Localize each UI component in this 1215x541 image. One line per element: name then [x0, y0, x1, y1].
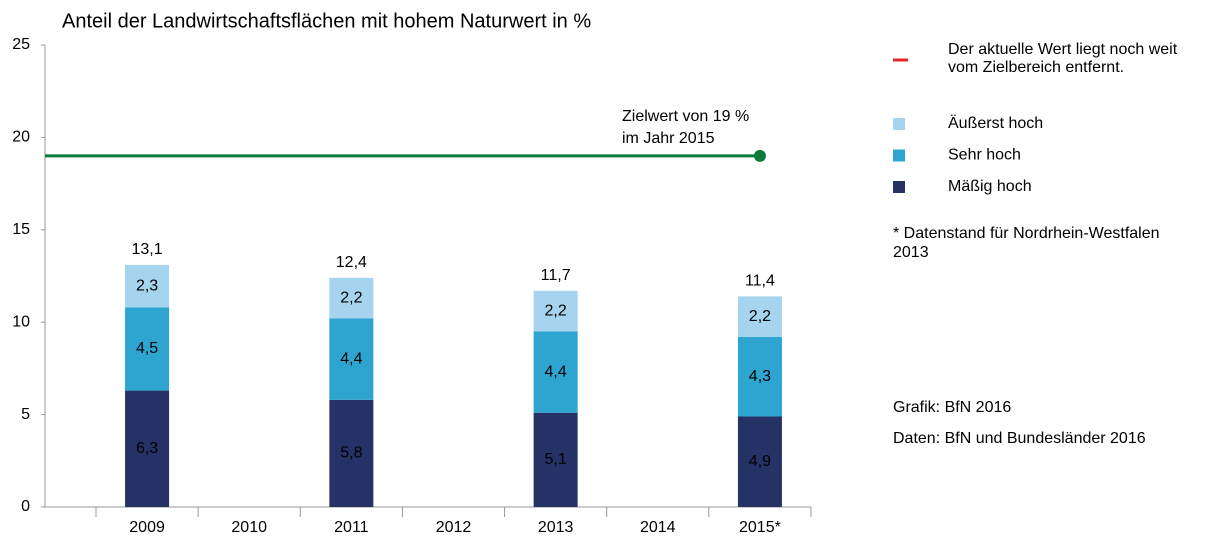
- value-label: 4,4: [545, 363, 567, 380]
- status-text: Der aktuelle Wert liegt noch weit: [948, 41, 1178, 58]
- bar-segment: [533, 331, 578, 413]
- footnote: 2013: [893, 244, 929, 261]
- y-tick-label: 20: [12, 129, 30, 146]
- bar-segment: [737, 416, 782, 507]
- bar-segment: [329, 399, 374, 507]
- legend-label: Äußerst hoch: [948, 114, 1043, 132]
- bar-segment: [533, 290, 578, 332]
- value-label: 5,8: [340, 445, 362, 462]
- legend-label: Mäßig hoch: [948, 178, 1032, 195]
- legend-swatch: [893, 118, 905, 130]
- value-label: 6,3: [136, 440, 158, 457]
- bar-segment: [329, 318, 374, 400]
- chart-title: Anteil der Landwirtschaftsflächen mit ho…: [62, 10, 591, 32]
- bar-segment: [125, 307, 170, 391]
- target-label: im Jahr 2015: [622, 130, 715, 147]
- bar-segment: [125, 390, 170, 507]
- bar-segment: [737, 296, 782, 337]
- value-label: 4,4: [340, 350, 362, 367]
- value-label: 2,3: [136, 277, 158, 294]
- total-label: 12,4: [336, 254, 367, 271]
- legend-label: Sehr hoch: [948, 147, 1021, 164]
- value-label: 4,9: [749, 453, 771, 470]
- x-tick-label: 2015*: [739, 519, 781, 536]
- y-tick-label: 0: [21, 498, 30, 515]
- total-label: 13,1: [132, 241, 163, 258]
- y-tick-label: 15: [12, 221, 30, 238]
- x-tick-label: 2010: [231, 519, 267, 536]
- target-label: Zielwert von 19 %: [622, 108, 749, 125]
- x-tick-label: 2009: [129, 519, 165, 536]
- footnote: * Datenstand für Nordrhein-Westfalen: [893, 225, 1160, 242]
- y-tick-label: 25: [12, 36, 30, 53]
- value-label: 2,2: [545, 302, 567, 319]
- credit: Grafik: BfN 2016: [893, 399, 1011, 416]
- value-label: 2,2: [340, 289, 362, 306]
- y-tick-label: 5: [21, 406, 30, 423]
- credit: Daten: BfN und Bundesländer 2016: [893, 430, 1146, 447]
- y-tick-label: 10: [12, 313, 30, 330]
- total-label: 11,7: [541, 267, 571, 284]
- x-tick-label: 2013: [538, 519, 574, 536]
- bar-segment: [533, 412, 578, 507]
- legend-swatch: [893, 181, 905, 193]
- x-tick-label: 2011: [334, 519, 369, 536]
- bar-segment: [329, 277, 374, 319]
- value-label: 5,1: [545, 451, 567, 468]
- value-label: 4,3: [749, 368, 771, 385]
- x-tick-label: 2014: [640, 519, 676, 536]
- status-text: vom Zielbereich entfernt.: [948, 59, 1124, 76]
- target-dot: [753, 149, 766, 162]
- legend-swatch: [893, 149, 905, 162]
- total-label: 11,4: [745, 273, 775, 290]
- bar-segment: [737, 336, 782, 417]
- value-label: 2,2: [749, 308, 771, 325]
- bar-segment: [125, 264, 170, 308]
- value-label: 4,5: [136, 340, 158, 357]
- x-tick-label: 2012: [436, 519, 472, 536]
